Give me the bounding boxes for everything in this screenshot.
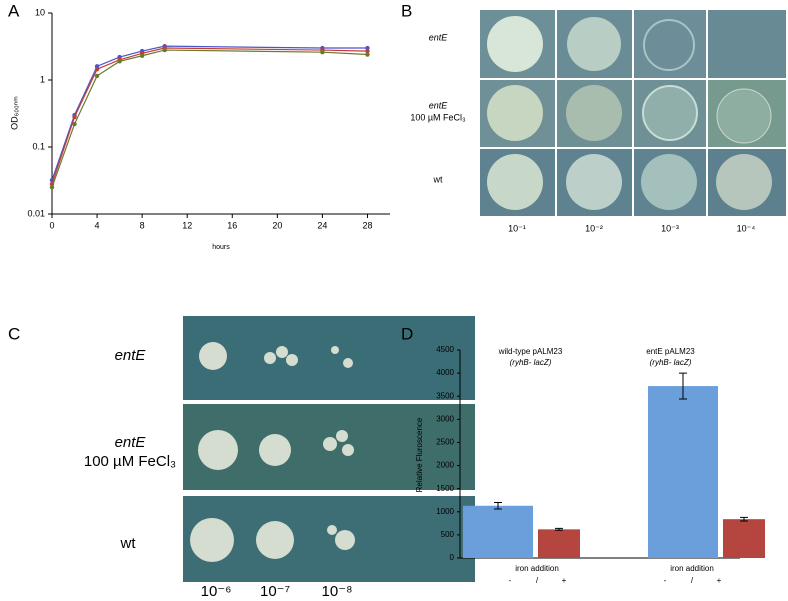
column-label: 10⁻²: [585, 223, 603, 233]
error-bar: [740, 516, 748, 522]
column-label: 10⁻⁷: [260, 583, 290, 600]
bar: [463, 505, 533, 558]
point: [320, 49, 325, 55]
column-label: 10⁻³: [661, 223, 679, 233]
group-title: wild-type pALM23: [498, 347, 563, 356]
point: [72, 114, 77, 120]
y-tick-label: 0.01: [27, 208, 45, 218]
column-label: 10⁻¹: [508, 223, 526, 233]
y-tick-label: 2500: [436, 438, 454, 447]
y-tick-label: 10: [35, 7, 45, 17]
y-axis-label: OD₆₀₀ₙₘ: [9, 96, 19, 130]
group-axis-mark: -: [664, 576, 667, 585]
row-label: entE: [115, 347, 147, 364]
y-tick-label: 0: [450, 553, 455, 562]
error-bar: [679, 372, 687, 400]
group-axis-label: iron addition: [670, 564, 714, 573]
y-tick-label: 3500: [436, 391, 454, 400]
group-axis-mark: +: [717, 576, 722, 585]
point: [139, 53, 145, 58]
x-tick-label: 4: [95, 220, 100, 230]
row-label: entE: [115, 434, 147, 451]
group-axis-mark: -: [509, 576, 512, 585]
error-bar: [555, 527, 563, 531]
column-label: 10⁻⁴: [737, 223, 756, 233]
bar: [723, 519, 765, 558]
panel-label: C: [8, 324, 20, 343]
bar: [648, 386, 718, 558]
point: [94, 66, 100, 72]
series-line: [51, 47, 368, 185]
point: [117, 59, 122, 64]
y-tick-label: 0.1: [32, 141, 45, 151]
x-tick-label: 0: [49, 220, 54, 230]
y-tick-label: 500: [441, 530, 455, 539]
point: [365, 52, 370, 57]
y-tick-label: 4000: [436, 368, 454, 377]
group-axis-mark: +: [562, 576, 567, 585]
row-label: 100 µM FeCl₃: [410, 112, 466, 122]
panel-label: B: [401, 1, 412, 20]
point: [162, 47, 167, 53]
panel-label: D: [401, 324, 413, 343]
row-label: wt: [433, 174, 443, 184]
y-tick-label: 2000: [436, 461, 454, 470]
group-axis-mark: /: [536, 576, 539, 585]
group-subtitle: (ryhB- lacZ): [510, 358, 552, 367]
series-line: [51, 49, 368, 188]
x-tick-label: 16: [227, 220, 237, 230]
plate-photo-c: [183, 316, 475, 582]
x-tick-label: 12: [182, 220, 192, 230]
group-title: entE pALM23: [646, 347, 695, 356]
group-axis-label: iron addition: [515, 564, 559, 573]
row-label: entE: [429, 32, 449, 42]
row-label: entE: [429, 100, 449, 110]
y-tick-label: 4500: [436, 345, 454, 354]
panel-label: A: [8, 1, 20, 20]
y-tick-label: 1000: [436, 507, 454, 516]
column-label: 10⁻⁶: [201, 583, 232, 600]
bar: [538, 529, 580, 558]
y-axis-label: Relative Fluroscence: [415, 417, 424, 492]
plate-photo-b: [480, 10, 786, 216]
column-label: 10⁻⁸: [322, 583, 353, 600]
x-axis-label: hours: [212, 244, 230, 251]
row-label: 100 µM FeCl₃: [84, 453, 176, 470]
x-tick-label: 28: [362, 220, 372, 230]
y-tick-label: 1: [40, 74, 45, 84]
error-bar: [494, 502, 502, 510]
x-tick-label: 20: [272, 220, 282, 230]
point: [49, 185, 55, 190]
y-tick-label: 3000: [436, 414, 454, 423]
group-subtitle: (ryhB- lacZ): [650, 358, 692, 367]
x-tick-label: 24: [317, 220, 327, 230]
x-tick-label: 8: [140, 220, 145, 230]
point: [94, 73, 100, 79]
point: [365, 48, 370, 54]
point: [72, 121, 77, 127]
group-axis-mark: /: [691, 576, 694, 585]
y-tick-label: 1500: [436, 484, 454, 493]
row-label: wt: [120, 535, 137, 552]
series-line: [51, 45, 368, 181]
point: [365, 45, 370, 51]
